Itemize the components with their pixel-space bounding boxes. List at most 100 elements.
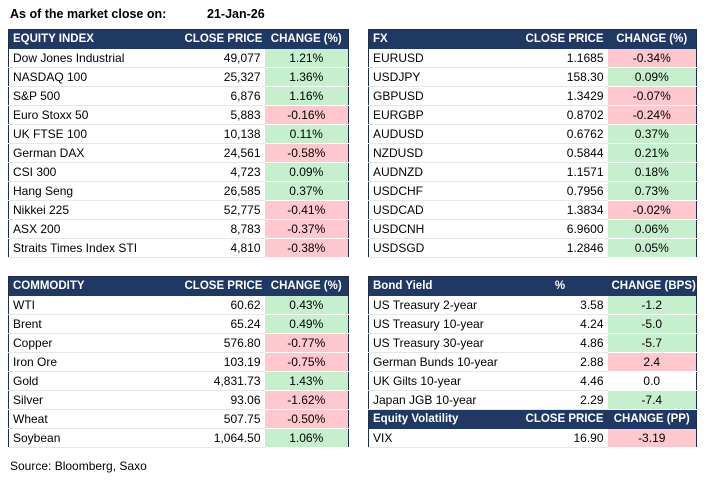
table-row: US Treasury 10-year 4.24 -5.0	[368, 314, 697, 334]
column-header-name: EQUITY INDEX	[8, 29, 181, 49]
row-name: NZDUSD	[368, 143, 513, 163]
table-row: Wheat 507.75 -0.50%	[8, 409, 349, 429]
row-value: 2.88	[512, 352, 608, 372]
table-row: German Bunds 10-year 2.88 2.4	[368, 352, 697, 372]
row-name: CSI 300	[8, 162, 181, 182]
row-name: Iron Ore	[8, 352, 181, 372]
table-row: NZDUSD 0.5844 0.21%	[368, 143, 697, 163]
table-row: EURUSD 1.1685 -0.34%	[368, 49, 697, 68]
row-name: Straits Times Index STI	[8, 238, 181, 258]
row-change: -0.77%	[264, 333, 349, 353]
source-note: Source: Bloomberg, Saxo	[10, 459, 147, 473]
row-change: 0.18%	[607, 162, 697, 182]
row-name: Soybean	[8, 428, 181, 448]
row-name: German DAX	[8, 143, 181, 163]
row-change: -5.7	[607, 333, 697, 353]
row-change: 0.09%	[264, 162, 349, 182]
row-change: 2.4	[607, 352, 697, 372]
column-header-change: CHANGE (PP)	[607, 409, 697, 429]
row-value: 52,775	[180, 200, 265, 220]
row-name: GBPUSD	[368, 86, 513, 106]
table-row: Straits Times Index STI 4,810 -0.38%	[8, 238, 349, 258]
row-value: 26,585	[180, 181, 265, 201]
row-change: 1.43%	[264, 371, 349, 391]
row-name: Wheat	[8, 409, 181, 429]
row-value: 4,831.73	[180, 371, 265, 391]
row-value: 4.46	[512, 371, 608, 391]
row-name: EURGBP	[368, 105, 513, 125]
row-name: UK Gilts 10-year	[368, 371, 513, 391]
table-row: VIX 16.90 -3.19	[368, 429, 697, 448]
equity-index-table: EQUITY INDEX CLOSE PRICE CHANGE (%) Dow …	[8, 29, 349, 258]
table-header-row: FX CLOSE PRICE CHANGE (%)	[368, 29, 697, 49]
row-name: EURUSD	[368, 49, 513, 68]
row-value: 1.3834	[512, 200, 608, 220]
table-row: Soybean 1,064.50 1.06%	[8, 428, 349, 448]
row-value: 1.1571	[512, 162, 608, 182]
row-name: US Treasury 30-year	[368, 333, 513, 353]
row-change: -0.34%	[607, 49, 697, 68]
row-change: -0.75%	[264, 352, 349, 372]
row-change: -0.37%	[264, 219, 349, 239]
row-change: -0.38%	[264, 238, 349, 258]
row-name: UK FTSE 100	[8, 124, 181, 144]
row-name: Gold	[8, 371, 181, 391]
row-name: US Treasury 2-year	[368, 296, 513, 315]
row-value: 103.19	[180, 352, 265, 372]
report-title: As of the market close on:	[10, 7, 167, 21]
table-row: CSI 300 4,723 0.09%	[8, 162, 349, 182]
row-name: S&P 500	[8, 86, 181, 106]
row-value: 8,783	[180, 219, 265, 239]
row-value: 4.86	[512, 333, 608, 353]
column-header-close-price: CLOSE PRICE	[512, 409, 608, 429]
row-change: 0.06%	[607, 219, 697, 239]
row-value: 25,327	[180, 67, 265, 87]
row-value: 3.58	[512, 296, 608, 315]
row-name: Nikkei 225	[8, 200, 181, 220]
table-row: USDCNH 6.9600 0.06%	[368, 219, 697, 239]
table-row: USDSGD 1.2846 0.05%	[368, 238, 697, 258]
row-value: 0.8702	[512, 105, 608, 125]
column-header-name: COMMODITY	[8, 276, 181, 296]
row-name: Dow Jones Industrial	[8, 49, 181, 68]
row-value: 65.24	[180, 314, 265, 334]
row-value: 2.29	[512, 390, 608, 410]
row-value: 10,138	[180, 124, 265, 144]
table-row: Silver 93.06 -1.62%	[8, 390, 349, 410]
row-value: 1.3429	[512, 86, 608, 106]
row-value: 16.90	[512, 429, 608, 448]
table-row: AUDNZD 1.1571 0.18%	[368, 162, 697, 182]
row-change: -0.58%	[264, 143, 349, 163]
table-row: UK FTSE 100 10,138 0.11%	[8, 124, 349, 144]
column-header-close-price: CLOSE PRICE	[180, 29, 265, 49]
column-header-close-price: CLOSE PRICE	[512, 29, 608, 49]
row-change: -0.41%	[264, 200, 349, 220]
row-change: 1.06%	[264, 428, 349, 448]
table-row: Copper 576.80 -0.77%	[8, 333, 349, 353]
row-change: -7.4	[607, 390, 697, 410]
row-change: -0.07%	[607, 86, 697, 106]
row-value: 1,064.50	[180, 428, 265, 448]
row-name: USDCHF	[368, 181, 513, 201]
row-change: -5.0	[607, 314, 697, 334]
column-header-name: FX	[368, 29, 513, 49]
table-row: US Treasury 30-year 4.86 -5.7	[368, 333, 697, 353]
row-name: Japan JGB 10-year	[368, 390, 513, 410]
row-value: 24,561	[180, 143, 265, 163]
row-name: NASDAQ 100	[8, 67, 181, 87]
row-change: -1.2	[607, 296, 697, 315]
row-value: 1.1685	[512, 49, 608, 68]
row-value: 0.6762	[512, 124, 608, 144]
fx-table: FX CLOSE PRICE CHANGE (%) EURUSD 1.1685 -0…	[368, 29, 697, 258]
row-name: Copper	[8, 333, 181, 353]
row-name: AUDNZD	[368, 162, 513, 182]
table-row: ASX 200 8,783 -0.37%	[8, 219, 349, 239]
row-value: 4.24	[512, 314, 608, 334]
column-header-change: CHANGE (%)	[264, 29, 349, 49]
row-change: -1.62%	[264, 390, 349, 410]
table-header-row: Bond Yield % CHANGE (BPS)	[368, 276, 697, 296]
table-row: US Treasury 2-year 3.58 -1.2	[368, 296, 697, 315]
row-value: 0.5844	[512, 143, 608, 163]
row-change: 0.11%	[264, 124, 349, 144]
column-header-change: CHANGE (%)	[264, 276, 349, 296]
